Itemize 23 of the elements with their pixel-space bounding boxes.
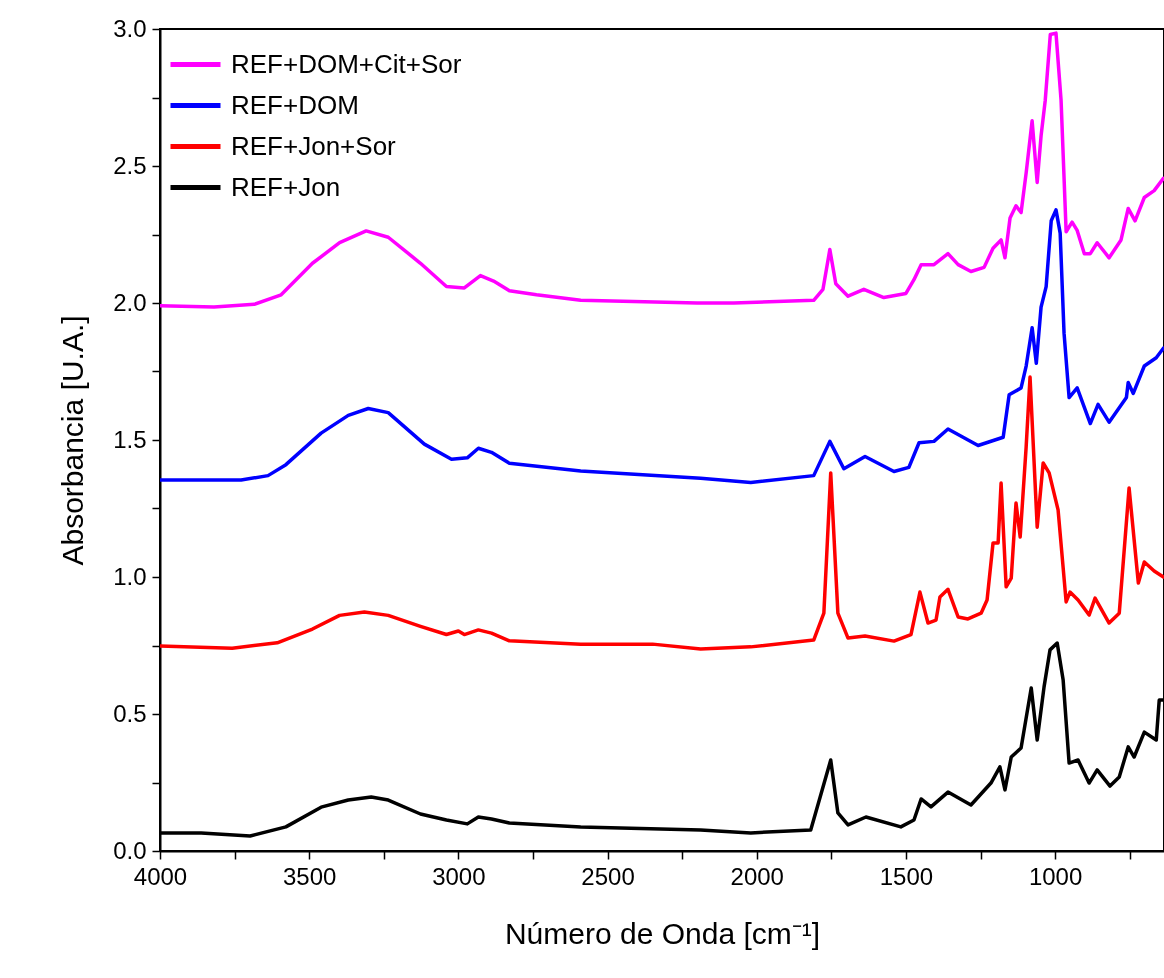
x-tick-label: 2500 (581, 862, 635, 890)
y-tick-label: 0.5 (113, 699, 147, 727)
x-tick-label: 3000 (432, 862, 486, 890)
legend-label: REF+DOM (231, 89, 359, 120)
y-tick-label: 3.0 (113, 14, 147, 42)
legend-label: REF+DOM+Cit+Sor (231, 48, 462, 79)
legend-label: REF+Jon+Sor (231, 130, 397, 161)
x-tick-label: 2000 (730, 862, 784, 890)
y-tick-label: 2.0 (113, 288, 147, 316)
x-tick-label: 3500 (282, 862, 337, 890)
x-axis-title: Número de Onda [cm⁻¹] (504, 916, 821, 950)
y-tick-label: 2.5 (113, 151, 147, 179)
line-series (160, 31, 1164, 309)
y-axis-title: Absorbancia [U.A.] (56, 315, 90, 566)
line-series (160, 208, 1164, 485)
x-tick-label: 4000 (133, 862, 188, 890)
y-tick-label: 1.0 (113, 562, 147, 590)
y-tick-label: 1.5 (113, 425, 147, 453)
legend-label: REF+Jon (231, 171, 341, 202)
line-series (160, 375, 1164, 651)
y-tick-label: 0.0 (113, 836, 147, 864)
x-tick-label: 1500 (879, 862, 934, 890)
x-tick-label: 1000 (1028, 862, 1083, 890)
